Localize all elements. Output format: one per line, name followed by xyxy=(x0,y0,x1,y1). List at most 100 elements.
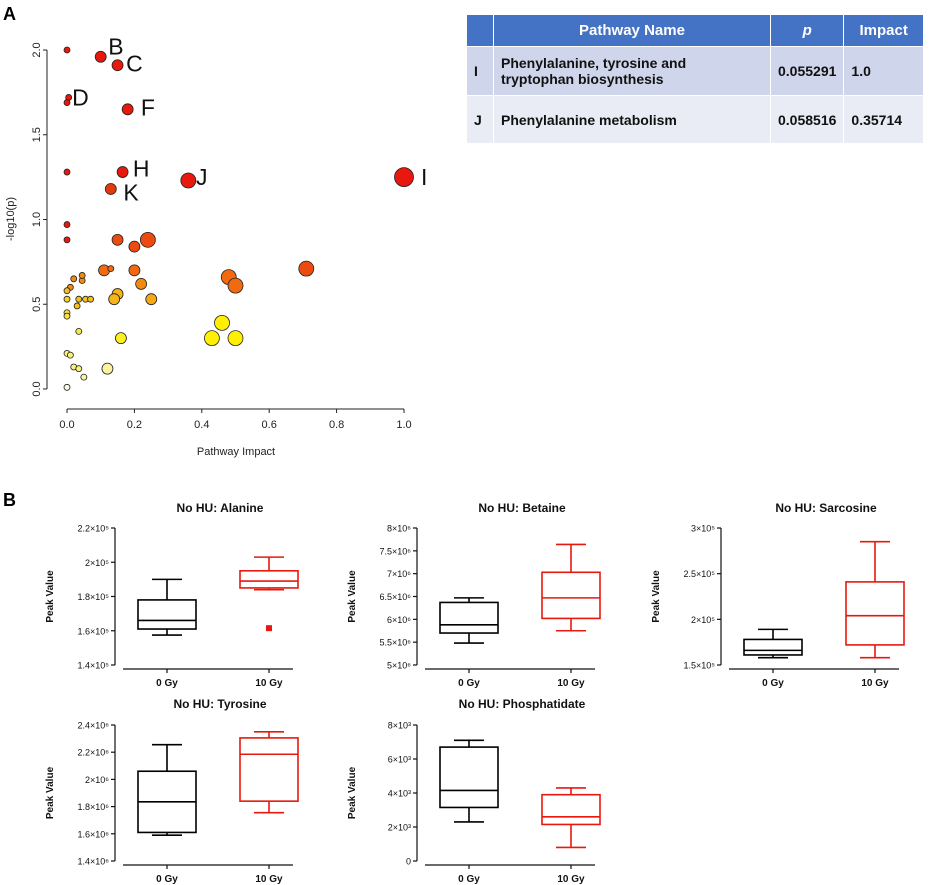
scatter-point xyxy=(135,278,148,290)
box-iqr xyxy=(541,793,601,826)
boxplot-panel: No HU: Sarcosine Peak Value 1.5×10⁵ 2×10⁵ 2.… xyxy=(651,501,905,689)
boxplot-x-tick-label: 0 Gy xyxy=(156,678,178,689)
boxplot-y-tick-label: 7.5×10⁶ xyxy=(380,546,412,556)
scatter-point xyxy=(63,99,71,106)
scatter-point xyxy=(204,330,220,347)
boxplot-y-tick-label: 3×10⁵ xyxy=(691,524,715,534)
boxplot-y-tick-label: 6.5×10⁶ xyxy=(380,592,412,602)
scatter-point xyxy=(227,277,244,294)
boxplot-y-tick-label: 5×10⁶ xyxy=(387,661,411,671)
boxplot-x-tick-label: 10 Gy xyxy=(557,678,585,689)
scatter-point xyxy=(70,275,78,283)
y-axis-label: -log10(p) xyxy=(5,197,17,241)
point-annotation: D xyxy=(72,84,89,110)
boxplot-panel: No HU: Phosphatidate Peak Value 0 2×10³ 4×10… xyxy=(347,697,601,885)
box-outlier xyxy=(266,625,272,632)
table-row: I Phenylalanine, tyrosine and tryptophan … xyxy=(467,46,923,96)
point-annotation: F xyxy=(141,95,155,121)
boxplot-y-tick-label: 1.5×10⁵ xyxy=(683,661,715,671)
scatter-point xyxy=(104,183,117,195)
boxplot-y-tick-label: 8×10⁶ xyxy=(387,524,411,534)
y-tick-label: 0.5 xyxy=(31,297,43,312)
point-annotation: I xyxy=(421,164,427,190)
scatter-point xyxy=(115,332,127,345)
point-annotation: K xyxy=(123,179,139,205)
boxplot-ylabel: Peak Value xyxy=(347,570,358,623)
boxplot-y-tick-label: 7×10⁶ xyxy=(387,569,411,579)
scatter-point xyxy=(75,327,83,335)
boxplot-y-tick-label: 2×10⁶ xyxy=(85,775,109,785)
x-tick-label: 0.4 xyxy=(194,419,209,431)
boxplot-x-tick-label: 0 Gy xyxy=(458,874,480,885)
y-tick-label: 2.0 xyxy=(31,42,43,57)
x-tick-label: 0.6 xyxy=(262,419,277,431)
boxplot-title: No HU: Alanine xyxy=(177,501,264,515)
pathway-name-line2: tryptophan biosynthesis xyxy=(501,71,664,87)
boxplot-x-tick-label: 0 Gy xyxy=(762,678,784,689)
boxplot-y-tick-label: 2×10⁵ xyxy=(691,615,715,625)
x-axis-label: Pathway Impact xyxy=(197,446,275,458)
boxplot-y-tick-label: 5.5×10⁶ xyxy=(380,638,412,648)
boxplot-y-tick-label: 4×10³ xyxy=(388,789,411,799)
table-row: J Phenylalanine metabolism 0.058516 0.35… xyxy=(467,95,923,143)
y-tick-label: 0.0 xyxy=(31,381,43,396)
scatter-point xyxy=(73,302,81,310)
scatter-point xyxy=(63,295,71,303)
scatter-point xyxy=(75,295,83,303)
boxplot-y-tick-label: 2.5×10⁵ xyxy=(683,569,715,579)
y-tick-label: 1.5 xyxy=(31,127,43,142)
table-cell-pathway-name: Phenylalanine metabolism xyxy=(493,95,771,143)
box-iqr xyxy=(439,746,499,809)
scatter-point xyxy=(107,265,115,273)
boxplot-y-tick-label: 1.8×10⁵ xyxy=(77,592,109,602)
table-cell-id: J xyxy=(467,95,494,143)
point-annotation: J xyxy=(196,164,208,190)
scatter-point xyxy=(121,103,134,116)
box-iqr xyxy=(239,570,299,589)
point-annotation: H xyxy=(133,156,150,182)
scatter-point xyxy=(78,272,86,279)
scatter-point xyxy=(63,46,71,54)
scatter-point xyxy=(298,260,315,277)
scatter-point xyxy=(63,236,71,244)
table-cell-id: I xyxy=(467,46,494,96)
table-header-p: p xyxy=(770,15,845,47)
boxplot-x-tick-label: 0 Gy xyxy=(458,678,480,689)
boxplot-y-tick-label: 2.4×10⁶ xyxy=(78,721,110,731)
boxplot-x-tick-label: 10 Gy xyxy=(557,874,585,885)
boxplot-y-tick-label: 1.4×10⁵ xyxy=(77,661,109,671)
box-iqr xyxy=(743,638,803,656)
boxplot-y-tick-label: 2×10⁵ xyxy=(85,558,109,568)
scatter-point xyxy=(111,233,124,246)
box-iqr xyxy=(137,599,197,630)
boxplot-y-tick-label: 1.8×10⁶ xyxy=(78,802,110,812)
scatter-point xyxy=(66,351,74,359)
boxplot-x-tick-label: 10 Gy xyxy=(255,678,283,689)
boxplot-title: No HU: Tyrosine xyxy=(173,697,266,711)
scatter-point xyxy=(63,221,71,228)
boxplot-panel: No HU: Alanine Peak Value 1.4×10⁵ 1.6×10⁵ 1.… xyxy=(45,501,299,689)
table-cell-impact: 1.0 xyxy=(843,46,923,96)
scatter-point xyxy=(101,362,114,375)
table-cell-p: 0.055291 xyxy=(770,46,845,96)
box-iqr xyxy=(845,581,905,646)
box-iqr xyxy=(541,571,601,620)
scatter-point xyxy=(80,373,88,381)
table-cell-impact: 0.35714 xyxy=(843,95,923,143)
box-iqr xyxy=(439,601,499,634)
pathway-impact-scatter: 0.0 0.5 1.0 1.5 2.0 -log10(p) 0.0 0.2 0.4 0.6 0.8 1… xyxy=(5,34,427,458)
boxplot-y-tick-label: 1.6×10⁵ xyxy=(77,626,109,636)
boxplot-x-tick-label: 10 Gy xyxy=(255,874,283,885)
boxplot-ylabel: Peak Value xyxy=(347,766,358,819)
boxplot-ylabel: Peak Value xyxy=(651,570,662,623)
boxplot-y-tick-label: 8×10³ xyxy=(388,721,411,731)
boxplot-y-tick-label: 1.4×10⁶ xyxy=(78,857,110,867)
boxplot-y-tick-label: 6×10⁶ xyxy=(387,615,411,625)
table-header-id xyxy=(467,15,494,47)
box-iqr xyxy=(239,737,299,802)
pathway-table: Pathway Name p Impact I Phenylalanine, t… xyxy=(467,15,923,143)
scatter-point xyxy=(139,231,156,248)
pathway-name-line1: Phenylalanine, tyrosine and xyxy=(501,55,687,71)
scatter-point xyxy=(94,50,107,63)
